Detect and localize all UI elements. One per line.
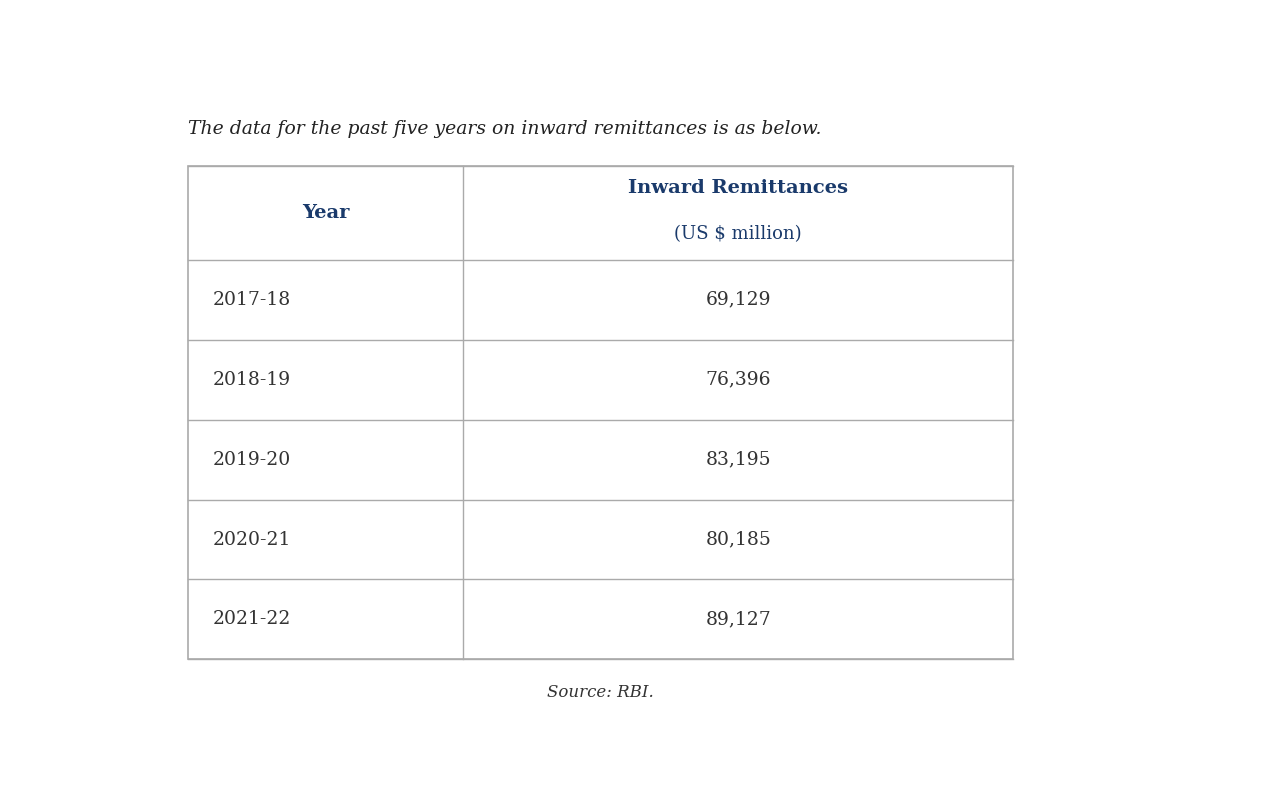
Text: 76,396: 76,396 <box>705 371 771 388</box>
Text: Inward Remittances: Inward Remittances <box>628 179 848 197</box>
Text: Source: RBI.: Source: RBI. <box>548 684 654 701</box>
Text: The data for the past five years on inward remittances is as below.: The data for the past five years on inwa… <box>188 120 822 138</box>
Text: 2018-19: 2018-19 <box>213 371 290 388</box>
Text: 89,127: 89,127 <box>705 611 771 628</box>
Text: 80,185: 80,185 <box>705 530 771 548</box>
Text: 2017-18: 2017-18 <box>213 291 290 309</box>
Text: Year: Year <box>302 204 349 222</box>
Text: 2019-20: 2019-20 <box>213 451 290 469</box>
Text: 2021-22: 2021-22 <box>213 611 290 628</box>
Bar <box>188 166 1013 659</box>
Text: (US $ million): (US $ million) <box>675 225 803 244</box>
Text: 2020-21: 2020-21 <box>213 530 290 548</box>
Text: 83,195: 83,195 <box>705 451 771 469</box>
Text: 69,129: 69,129 <box>705 291 771 309</box>
